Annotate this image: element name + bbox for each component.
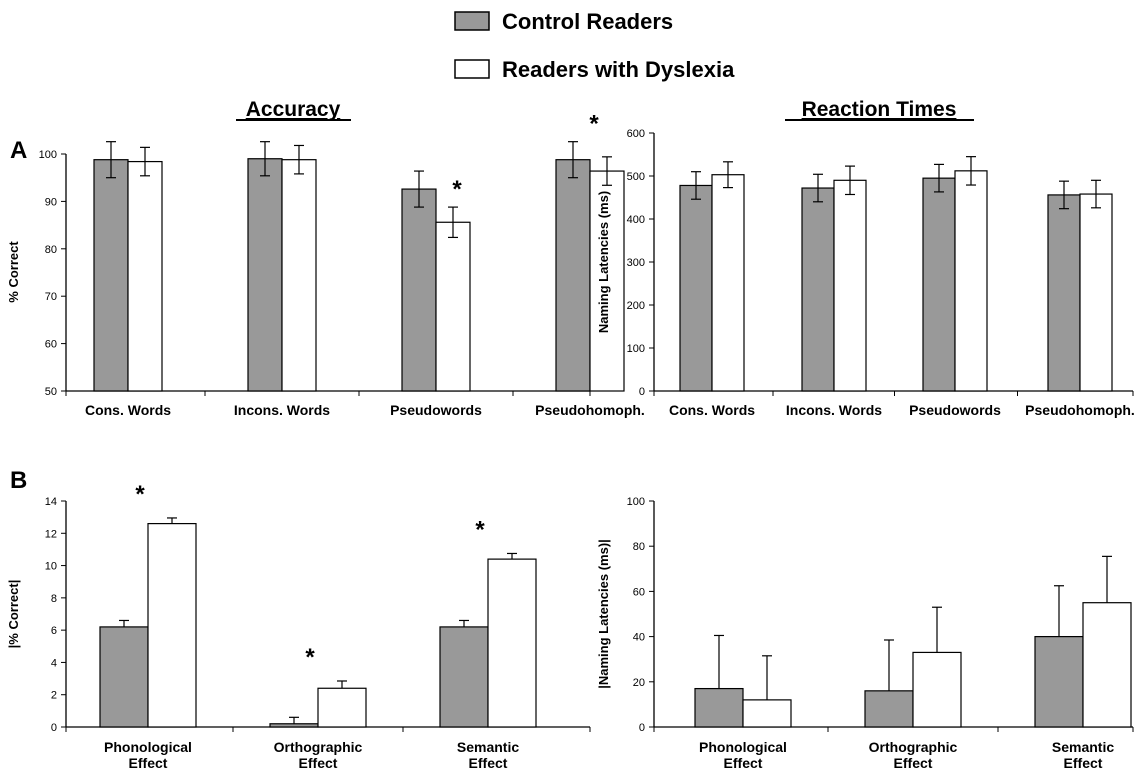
y-tick-label: 100 — [39, 149, 57, 161]
bar-control — [555, 159, 591, 392]
category-label: Orthographic Effect — [869, 739, 958, 771]
bar-control — [99, 626, 149, 728]
y-tick-label: 50 — [45, 386, 57, 398]
legend-label-control: Control Readers — [502, 9, 673, 34]
y-tick-label: 2 — [51, 690, 57, 702]
y-axis-label: |% Correct| — [6, 580, 21, 649]
significance-marker: * — [135, 481, 145, 508]
y-tick-label: 600 — [627, 128, 645, 140]
bar-dyslexia — [1079, 193, 1113, 392]
bar-dyslexia — [742, 699, 792, 728]
category-label: Incons. Words — [786, 402, 882, 418]
panel-letter-b: B — [10, 467, 27, 494]
y-tick-label: 90 — [45, 196, 57, 208]
y-tick-label: 0 — [639, 722, 645, 734]
bar-control — [269, 723, 319, 728]
y-tick-label: 400 — [627, 214, 645, 226]
significance-marker: * — [475, 516, 485, 543]
y-tick-label: 80 — [45, 244, 57, 256]
bar-dyslexia — [281, 159, 317, 392]
y-tick-label: 40 — [633, 632, 645, 644]
y-tick-label: 6 — [51, 625, 57, 637]
bar-control — [679, 184, 713, 392]
category-label: Incons. Words — [234, 402, 330, 418]
y-tick-label: 60 — [45, 339, 57, 351]
bar-control — [93, 159, 129, 392]
legend: Control Readers Readers with Dyslexia — [454, 9, 735, 82]
accuracy-effect-chart-b: 0 2 4 6 8 10 12 14 |% Correct| Phonological Effect… — [6, 481, 591, 771]
significance-marker: * — [452, 176, 462, 203]
y-axis-label: Naming Latencies (ms) — [596, 191, 611, 333]
category-label: Pseudowords — [390, 402, 482, 418]
y-tick-label: 0 — [51, 722, 57, 734]
section-title-accuracy: Accuracy — [246, 98, 341, 121]
category-label: Phonological Effect — [104, 739, 192, 771]
bar-control — [1047, 194, 1081, 392]
bar-dyslexia — [589, 170, 625, 392]
y-tick-label: 10 — [45, 561, 57, 573]
bar-dyslexia — [711, 174, 745, 392]
section-title-rt: Reaction Times — [802, 98, 957, 121]
bar-control — [801, 187, 835, 392]
y-tick-label: 12 — [45, 528, 57, 540]
y-tick-label: 60 — [633, 586, 645, 598]
bar-control — [922, 177, 956, 392]
y-tick-label: 8 — [51, 593, 57, 605]
bar-dyslexia — [435, 221, 471, 392]
category-label: Orthographic Effect — [274, 739, 363, 771]
y-tick-label: 4 — [51, 657, 57, 669]
reaction-time-effect-chart-b: 0 20 40 60 80 100 |Naming Latencies (ms)| Phono… — [596, 496, 1134, 771]
bar-dyslexia — [954, 170, 988, 392]
bar-dyslexia — [487, 558, 537, 728]
y-tick-label: 100 — [627, 496, 645, 508]
accuracy-chart-a: 50 60 70 80 90 100 % Correct Cons. Words Incons.… — [6, 111, 645, 418]
bar-dyslexia — [147, 522, 197, 728]
y-tick-label: 14 — [45, 496, 57, 508]
y-tick-label: 80 — [633, 541, 645, 553]
bar-control — [1034, 635, 1084, 728]
bar-control — [694, 687, 744, 728]
y-tick-label: 0 — [639, 386, 645, 398]
reaction-time-chart-a: 0 100 200 300 400 500 600 Naming Latencies (ms)… — [596, 128, 1135, 418]
y-tick-label: 200 — [627, 300, 645, 312]
category-label: Pseudohomoph. — [1025, 402, 1135, 418]
legend-label-dyslexia: Readers with Dyslexia — [502, 57, 735, 82]
y-axis-label: % Correct — [6, 241, 21, 303]
y-tick-label: 300 — [627, 257, 645, 269]
bar-control — [247, 158, 283, 392]
category-label: Pseudowords — [909, 402, 1001, 418]
y-tick-label: 500 — [627, 171, 645, 183]
category-label: Pseudohomoph. — [535, 402, 645, 418]
category-label: Semantic Effect — [1052, 739, 1114, 771]
y-tick-label: 100 — [627, 343, 645, 355]
bar-dyslexia — [833, 179, 867, 392]
category-label: Cons. Words — [669, 402, 755, 418]
bar-control — [864, 690, 914, 728]
bar-control — [439, 626, 489, 728]
bar-dyslexia — [912, 651, 962, 728]
bar-dyslexia — [1082, 602, 1132, 728]
category-label: Cons. Words — [85, 402, 171, 418]
y-tick-label: 70 — [45, 291, 57, 303]
significance-marker: * — [589, 111, 599, 138]
bar-control — [401, 188, 437, 392]
y-axis-label: |Naming Latencies (ms)| — [596, 539, 611, 689]
significance-marker: * — [305, 644, 315, 671]
panel-letter-a: A — [10, 137, 27, 164]
category-label: Semantic Effect — [457, 739, 519, 771]
y-tick-label: 20 — [633, 677, 645, 689]
legend-swatch-dyslexia — [454, 59, 490, 79]
bar-dyslexia — [317, 687, 367, 728]
category-label: Phonological Effect — [699, 739, 787, 771]
legend-swatch-control — [454, 11, 490, 31]
bar-dyslexia — [127, 160, 163, 392]
